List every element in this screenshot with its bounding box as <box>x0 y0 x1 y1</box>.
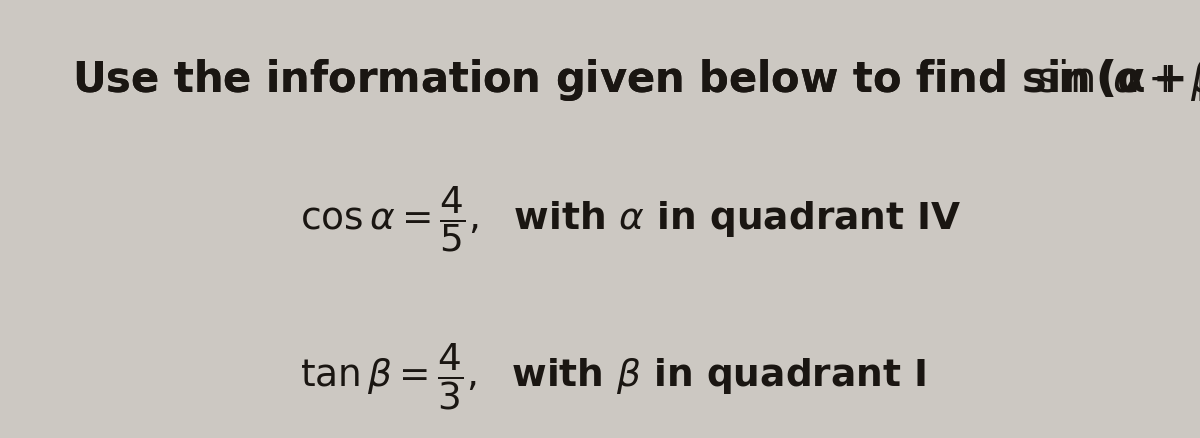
Text: Use the information given below to find $\mathbf{sin\,(\alpha+\beta).}$: Use the information given below to find … <box>72 57 1200 103</box>
Text: $\cos\alpha=\dfrac{4}{5},$  with $\alpha$ in quadrant IV: $\cos\alpha=\dfrac{4}{5},$ with $\alpha$… <box>300 184 961 254</box>
Text: $\tan\beta=\dfrac{4}{3},$  with $\beta$ in quadrant I: $\tan\beta=\dfrac{4}{3},$ with $\beta$ i… <box>300 341 926 412</box>
Text: Use the information given below to find  $\sin(\alpha+\beta).$: Use the information given below to find … <box>72 57 1200 103</box>
